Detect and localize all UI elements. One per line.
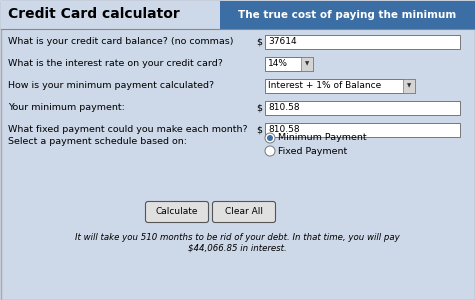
Text: 14%: 14% [268, 59, 288, 68]
Circle shape [267, 135, 273, 141]
Text: $: $ [256, 38, 262, 46]
Text: Your minimum payment:: Your minimum payment: [8, 103, 125, 112]
Text: Calculate: Calculate [156, 208, 198, 217]
Text: $: $ [256, 125, 262, 134]
Text: 37614: 37614 [268, 38, 296, 46]
FancyBboxPatch shape [0, 1, 220, 28]
FancyBboxPatch shape [220, 1, 475, 28]
FancyBboxPatch shape [145, 202, 209, 223]
Text: ▼: ▼ [407, 83, 411, 88]
FancyBboxPatch shape [212, 202, 276, 223]
Text: What is the interest rate on your credit card?: What is the interest rate on your credit… [8, 59, 223, 68]
Text: 810.58: 810.58 [268, 103, 300, 112]
Text: $44,066.85 in interest.: $44,066.85 in interest. [188, 244, 286, 253]
FancyBboxPatch shape [403, 79, 415, 93]
Text: The true cost of paying the minimum: The true cost of paying the minimum [238, 10, 456, 20]
Text: What is your credit card balance? (no commas): What is your credit card balance? (no co… [8, 38, 234, 46]
Text: It will take you 510 months to be rid of your debt. In that time, you will pay: It will take you 510 months to be rid of… [75, 232, 399, 242]
FancyBboxPatch shape [265, 57, 313, 71]
FancyBboxPatch shape [265, 101, 460, 115]
Text: What fixed payment could you make each month?: What fixed payment could you make each m… [8, 125, 247, 134]
FancyBboxPatch shape [265, 35, 460, 49]
Text: Minimum Payment: Minimum Payment [278, 134, 367, 142]
FancyBboxPatch shape [301, 57, 313, 71]
Circle shape [265, 146, 275, 156]
Circle shape [265, 133, 275, 143]
Text: 810.58: 810.58 [268, 125, 300, 134]
FancyBboxPatch shape [265, 79, 415, 93]
FancyBboxPatch shape [265, 123, 460, 137]
Text: Clear All: Clear All [225, 208, 263, 217]
Text: How is your minimum payment calculated?: How is your minimum payment calculated? [8, 82, 214, 91]
Text: Credit Card calculator: Credit Card calculator [8, 8, 180, 22]
Text: ▼: ▼ [305, 61, 309, 67]
Text: Fixed Payment: Fixed Payment [278, 146, 347, 155]
Text: Select a payment schedule based on:: Select a payment schedule based on: [8, 137, 187, 146]
Text: Interest + 1% of Balance: Interest + 1% of Balance [268, 82, 381, 91]
Text: $: $ [256, 103, 262, 112]
